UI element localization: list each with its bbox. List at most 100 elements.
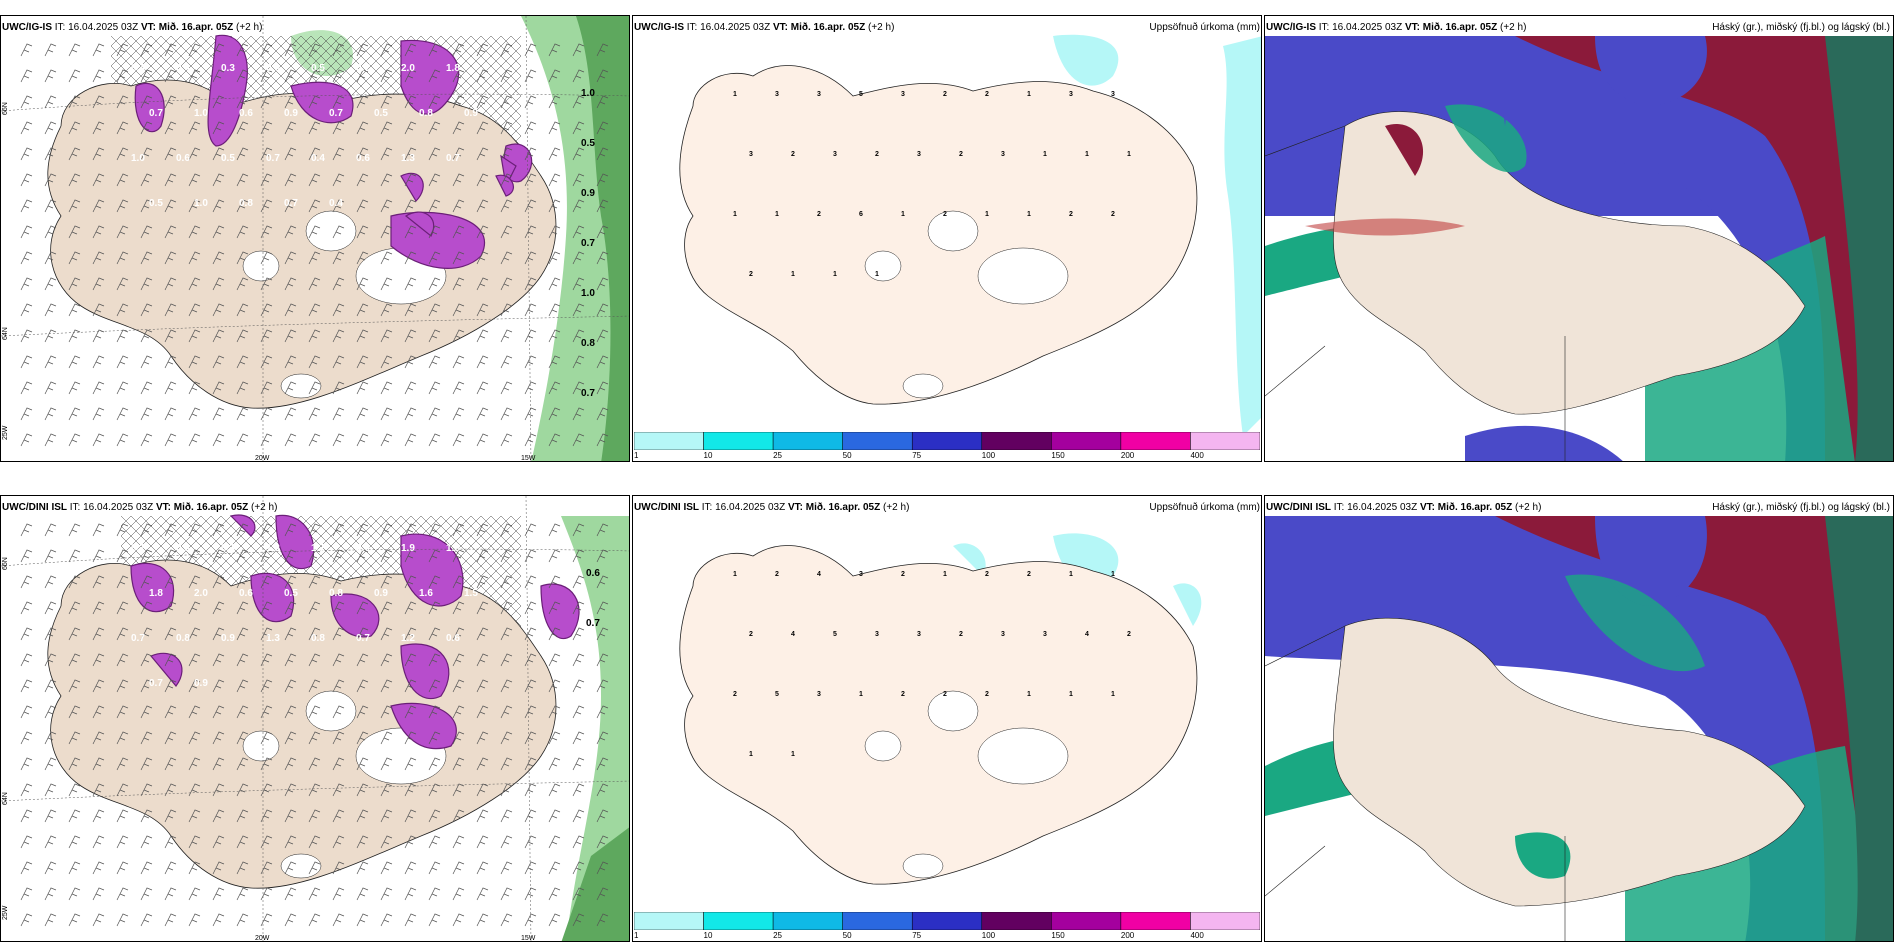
row1-lead: (+2 h): [236, 22, 263, 33]
row1-precip-map: 1 3 3 5 3 2 2 1 3 3 3 2 3 2 3 2 3 1 1 1 1 1 2 6 1 2 1 1 2 2 2 1 1 1: [633, 16, 1261, 461]
wind-barb: [284, 809, 297, 823]
wind-barb: [20, 887, 33, 901]
wind-barb: [548, 277, 561, 291]
colorbar-label: 25: [773, 451, 783, 460]
wind-barb: [68, 523, 81, 537]
wind-barb: [428, 549, 441, 563]
wind-barb: [284, 95, 297, 109]
value-label: 0.7: [356, 63, 370, 74]
colorbar-label: 50: [842, 451, 852, 460]
wind-barb: [572, 225, 585, 239]
wind-barb: [356, 523, 369, 537]
wind-barb: [188, 147, 201, 161]
precip-value-label: 3: [917, 631, 921, 638]
wind-barb: [140, 121, 153, 135]
wind-barb: [380, 225, 393, 239]
wind-barb: [20, 653, 33, 667]
colorbar-label: 200: [1120, 931, 1135, 940]
wind-barb: [452, 147, 465, 161]
wind-barb: [164, 809, 177, 823]
wind-barb: [596, 251, 609, 265]
wind-barb: [356, 225, 369, 239]
wind-barb: [332, 627, 345, 641]
wind-barb: [140, 199, 153, 213]
row1-p3-it-value: 16.04.2025 03Z: [1332, 22, 1403, 33]
wind-barb: [596, 835, 609, 849]
wind-barb: [404, 355, 417, 369]
wind-barb: [596, 523, 609, 537]
wind-barb: [452, 329, 465, 343]
wind-barb: [380, 277, 393, 291]
wind-barb: [404, 887, 417, 901]
wind-barb: [140, 731, 153, 745]
wind-barb: [284, 173, 297, 187]
wind-barb: [572, 809, 585, 823]
wind-barb: [380, 329, 393, 343]
wind-barb: [92, 549, 105, 563]
wind-barb: [212, 653, 225, 667]
wind-barb: [548, 653, 561, 667]
precip-value-label: 2: [985, 571, 989, 578]
wind-barb: [500, 121, 513, 135]
wind-barb: [500, 303, 513, 317]
wind-barb: [212, 861, 225, 875]
wind-barb: [116, 199, 129, 213]
wind-barb: [404, 575, 417, 589]
wind-barb: [428, 679, 441, 693]
wind-barb: [44, 173, 57, 187]
wind-barb: [20, 783, 33, 797]
wind-barb: [380, 251, 393, 265]
wind-barb: [308, 575, 321, 589]
row1-model: UWC/IG-IS: [2, 22, 52, 33]
wind-barb: [332, 757, 345, 771]
wind-barb: [140, 147, 153, 161]
wind-barb: [44, 731, 57, 745]
precip-value-label: 1: [1027, 211, 1031, 218]
wind-barb: [116, 433, 129, 447]
wind-barb: [572, 575, 585, 589]
wind-barb: [212, 277, 225, 291]
precip-value-label: 2: [959, 151, 963, 158]
row2-it-label: IT:: [69, 502, 81, 513]
value-label: 1.3: [401, 153, 415, 164]
wind-barb: [44, 407, 57, 421]
row2-p2-model: UWC/DINI ISL: [634, 502, 699, 513]
wind-barb: [140, 809, 153, 823]
wind-barb: [284, 355, 297, 369]
wind-barb: [596, 303, 609, 317]
wind-barb: [380, 679, 393, 693]
wind-barb: [572, 757, 585, 771]
wind-barb: [452, 861, 465, 875]
wind-barb: [68, 43, 81, 57]
wind-barb: [188, 329, 201, 343]
wind-barb: [284, 199, 297, 213]
wind-barb: [116, 913, 129, 927]
wind-barb: [308, 705, 321, 719]
wind-barb: [212, 783, 225, 797]
sea-value-label: 1.0: [581, 88, 595, 99]
wind-barb: [164, 757, 177, 771]
wind-barb: [236, 147, 249, 161]
wind-barb: [452, 433, 465, 447]
value-label: 0.7: [446, 153, 460, 164]
wind-barb: [212, 355, 225, 369]
wind-barb: [140, 251, 153, 265]
colorbar-label: 50: [842, 931, 852, 940]
row1-panel2-header: UWC/IG-IS IT: 16.04.2025 03Z VT: Mið. 16…: [634, 20, 894, 35]
wind-barb: [572, 549, 585, 563]
precip-value-label: 3: [875, 631, 879, 638]
colorbar-swatch: [842, 432, 913, 450]
axis-lat66-r1: 66N: [2, 102, 9, 115]
row2-panel3-header: UWC/DINI ISL IT: 16.04.2025 03Z VT: Mið.…: [1266, 500, 1541, 515]
wind-barb: [596, 679, 609, 693]
wind-barb: [404, 601, 417, 615]
wind-barb: [164, 861, 177, 875]
wind-barb: [236, 225, 249, 239]
wind-barb: [44, 653, 57, 667]
wind-barb: [356, 549, 369, 563]
wind-barb: [380, 627, 393, 641]
wind-barb: [188, 95, 201, 109]
wind-barb: [308, 549, 321, 563]
wind-barb: [356, 381, 369, 395]
wind-barb: [44, 523, 57, 537]
